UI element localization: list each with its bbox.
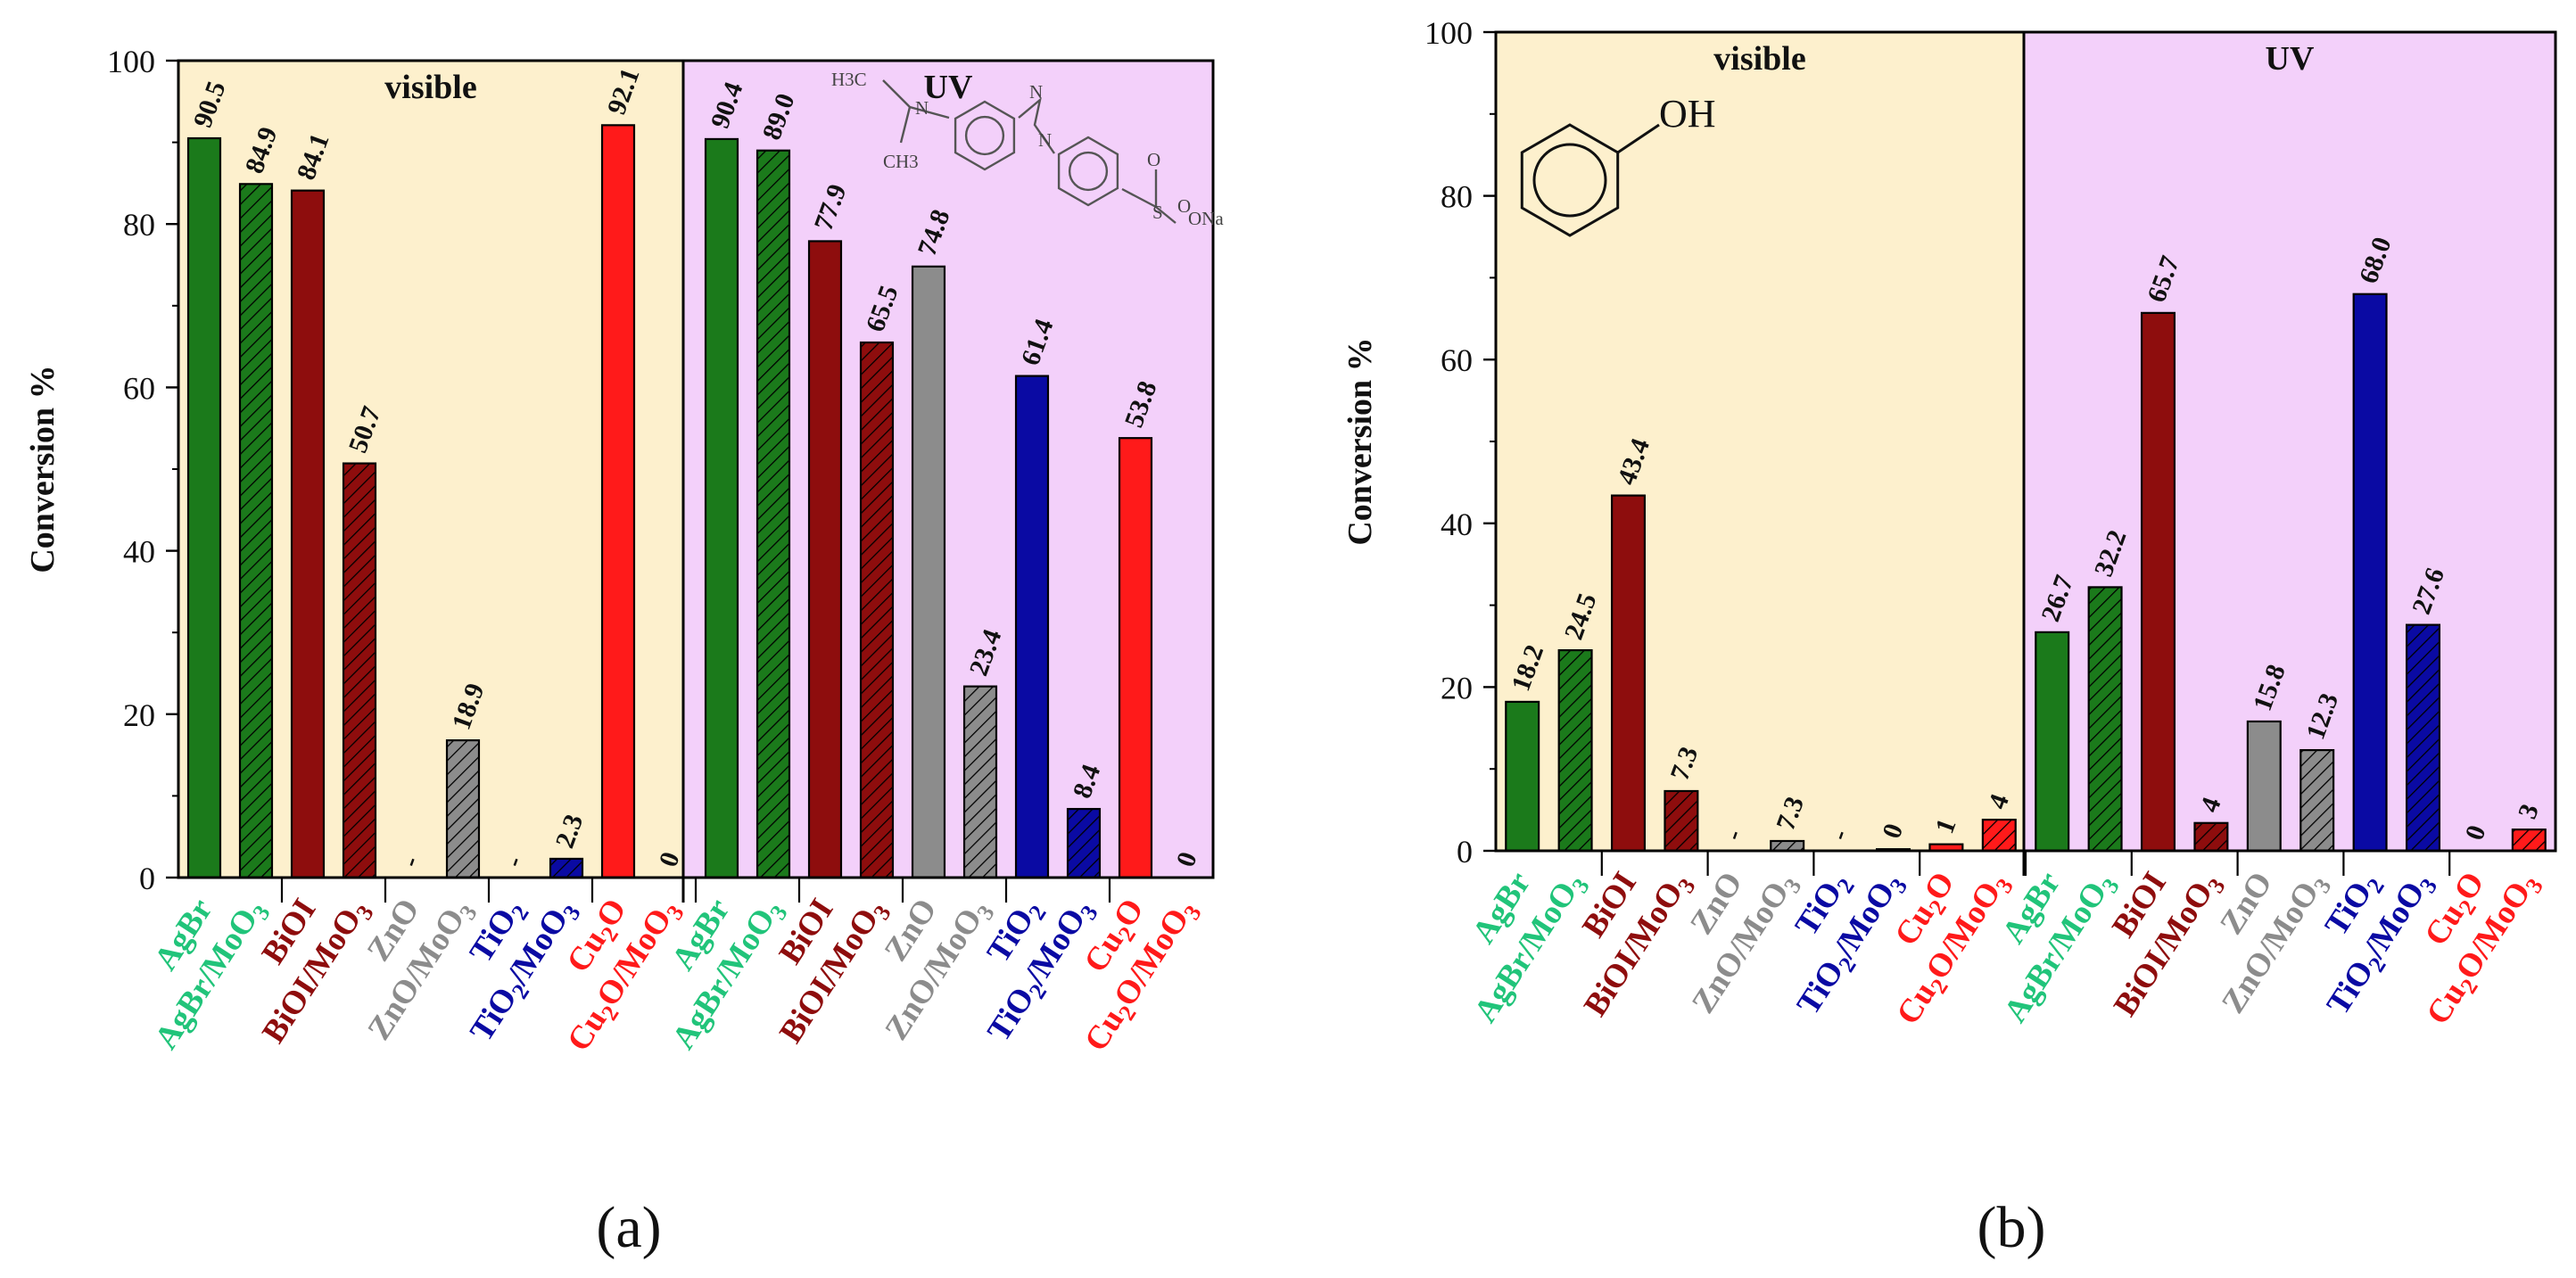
bar-uv-zno [2246,720,2282,853]
y-tick-label: 20 [123,697,155,733]
bar-uv-tio2-moo3 [1066,807,1102,879]
y-tick-label: 40 [1441,507,1473,542]
structure-atom-label: O [1177,195,1191,217]
bar-visible-zno-moo3 [445,739,481,879]
bar-visible-bioi-moo3 [1664,789,1699,853]
bar-visible-bioi [1610,494,1647,853]
bar-uv-bioi-moo3 [2193,821,2229,853]
y-axis-label: Conversion % [1342,337,1379,545]
y-tick-label: 60 [1441,342,1473,378]
chart-panel-b: visible UV18.2AgBr24.5AgBr/MoO343.4BiOI7.… [1342,15,2557,1260]
bar-visible-agbr-moo3 [238,183,274,879]
bar-uv-tio2 [2352,293,2388,853]
structure-atom-label: S [1152,202,1163,223]
chart-panel-a: visible UV90.5AgBr84.9AgBr/MoO384.1BiOI50… [24,44,1224,1260]
region-title-uv: UV [2266,40,2315,78]
bar-uv-bioi [2140,311,2176,853]
y-tick-label: 60 [123,370,155,406]
bar-uv-bioi [807,240,843,879]
structure-atom-label: N [1029,81,1043,103]
y-tick-label: 40 [123,534,155,570]
bar-uv-agbr-moo3 [2087,586,2123,853]
bar-uv-zno [911,265,946,879]
region-title-visible: visible [384,69,476,106]
bar-visible-cu2o [600,124,636,879]
bar-visible-agbr [186,136,222,879]
y-tick-label: 100 [107,44,155,79]
structure-atom-label: N [1038,129,1052,151]
y-axis-label: Conversion % [24,365,62,573]
bar-uv-cu2o-moo3 [2511,829,2547,853]
bar-uv-agbr [704,137,739,879]
region-title-uv: UV [924,69,973,106]
region-title-visible: visible [1713,40,1805,78]
y-tick-label: 0 [1457,834,1473,870]
bar-visible-cu2o-moo3 [1981,819,2017,853]
phenol-structure: OH [1520,92,1716,237]
bar-uv-tio2 [1014,375,1050,879]
panel-caption: (b) [1977,1195,2046,1260]
chart-layer: visible UV90.5AgBr84.9AgBr/MoO384.1BiOI50… [24,15,2557,1260]
bar-visible-zno-moo3 [1770,839,1805,853]
structure-atom-label: H3C [831,69,867,90]
bar-uv-bioi-moo3 [859,341,895,879]
bar-uv-zno-moo3 [2299,748,2335,853]
y-tick-label: 100 [1424,15,1473,51]
bar-visible-agbr-moo3 [1557,648,1593,853]
bar-visible-bioi [290,189,326,879]
structure-atom-label: O [1147,149,1160,170]
bar-uv-tio2-moo3 [2405,623,2441,853]
bar-uv-zno-moo3 [962,685,998,879]
structure-atom-label: ONa [1188,208,1224,229]
y-tick-label: 80 [1441,179,1473,215]
bar-visible-tio2-moo3 [549,857,584,879]
y-tick-label: 80 [123,207,155,243]
panel-caption: (a) [596,1195,661,1260]
structure-atom-label: N [915,97,929,119]
structure-atom-label: OH [1659,92,1716,136]
bar-uv-cu2o [1118,437,1153,879]
bar-visible-bioi-moo3 [342,462,377,879]
bar-uv-agbr [2035,631,2070,853]
bar-uv-agbr-moo3 [755,149,791,879]
y-tick-label: 20 [1441,670,1473,705]
bar-visible-agbr [1505,700,1540,853]
y-tick-label: 0 [139,861,155,896]
structure-atom-label: CH3 [883,151,919,172]
